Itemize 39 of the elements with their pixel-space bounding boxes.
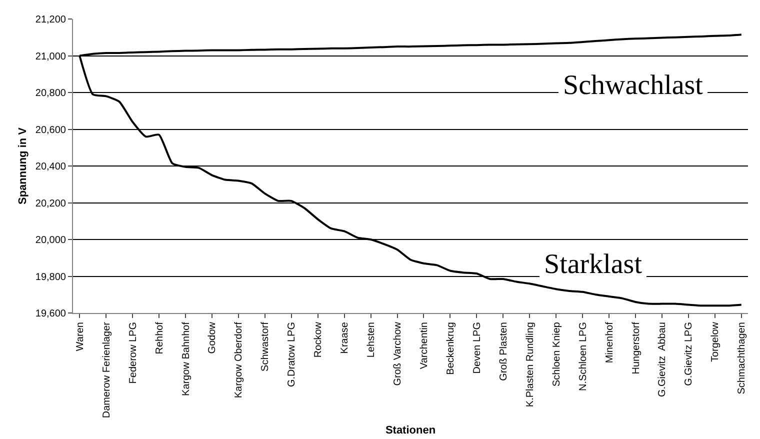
x-tick-label: Lehsten [366,322,378,358]
x-tick-label: Rehhof [154,322,166,354]
x-tick-label: Kargow Oberdorf [234,322,245,398]
x-tick-label: Godow [207,321,218,354]
x-tick-label: Federow LPG [128,322,139,384]
x-tick-label: N.Schloen LPG [578,322,589,391]
y-tick-label: 20,400 [35,162,66,172]
x-tick-label: K.Plasten Rundling [524,322,536,408]
y-tick-label: 20,000 [35,235,66,246]
annotation: Starklast [544,249,642,280]
y-tick-label: 20,600 [35,124,66,136]
x-tick-label: Beckenkrug [445,322,456,375]
x-tick-label: G.Gievitz Abbau [657,322,668,398]
x-tick-label: Kargow Bahnhof [180,322,192,396]
x-tick-label: Damerow Ferienlager [101,321,112,418]
y-tick-label: 21,000 [35,51,66,62]
x-tick-label: Schwastorf [260,322,272,372]
x-tick-label: Hungerstorf [630,322,642,374]
x-tick-label: Deven LPG [472,322,483,374]
y-axis-title: Spannung in V [17,126,30,204]
x-tick-label: Rockow [313,321,324,358]
x-tick-label: G.Dratow LPG [286,322,298,388]
x-tick-label: Varchentin [418,322,430,370]
y-tick-label: 19,600 [35,308,66,320]
x-tick-label: Schloen Kniep [551,322,562,386]
x-tick-label: Torgelow [710,321,722,362]
x-tick-label: Minenhof [604,322,616,364]
x-tick-label: Schmachthagen [736,322,748,394]
y-tick-label: 19,800 [35,272,66,283]
y-tick-label: 21,200 [35,14,66,26]
y-tick-label: 20,800 [35,88,66,99]
annotation: Schwachlast [563,70,704,101]
x-tick-label: Groß Plasten [498,322,510,381]
x-tick-label: Kraase [340,322,351,354]
x-axis-title: Stationen [385,424,436,436]
x-tick-label: Groß Varchow [392,321,404,386]
y-tick-label: 20,200 [35,198,66,210]
x-tick-label: G.Gievitz LPG [684,322,695,386]
x-tick-label: Waren [74,322,86,352]
